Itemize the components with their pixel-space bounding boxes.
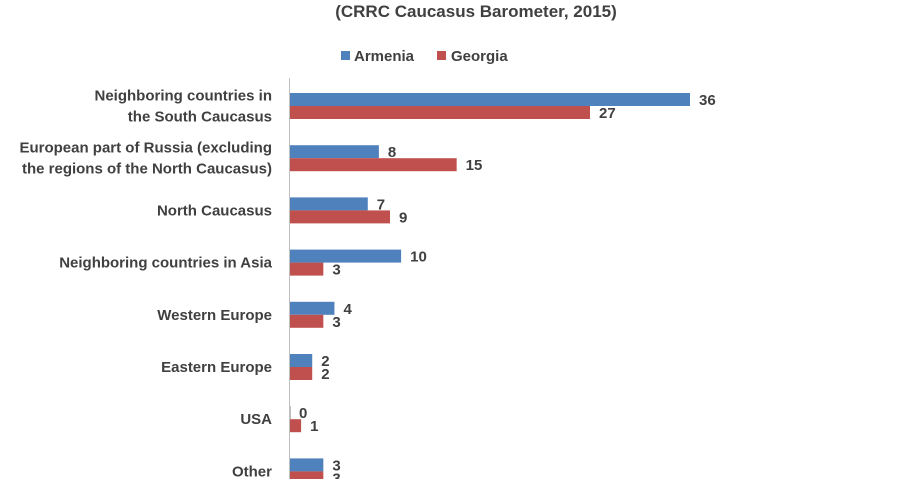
bar-georgia-2 bbox=[290, 210, 390, 224]
chart-title: (CRRC Caucasus Barometer, 2015) bbox=[335, 2, 617, 21]
category-label-western-europe: Western Europe bbox=[157, 307, 272, 324]
data-label-georgia-6: 1 bbox=[310, 418, 318, 435]
data-label-armenia-5: 2 bbox=[321, 353, 329, 370]
bar-georgia-5 bbox=[290, 367, 313, 380]
bar-georgia-7 bbox=[290, 471, 324, 479]
bar-georgia-0 bbox=[290, 106, 590, 119]
data-label-armenia-1: 8 bbox=[388, 144, 396, 161]
data-label-armenia-0: 36 bbox=[699, 92, 716, 109]
bar-georgia-1 bbox=[290, 158, 457, 172]
data-label-georgia-2: 9 bbox=[399, 209, 407, 226]
bar-armenia-0 bbox=[290, 93, 690, 106]
bars bbox=[290, 93, 690, 479]
data-label-georgia-0: 27 bbox=[599, 105, 616, 122]
data-label-georgia-5: 2 bbox=[321, 366, 329, 383]
data-label-georgia-1: 15 bbox=[466, 157, 483, 174]
data-label-armenia-4: 4 bbox=[343, 301, 352, 318]
bar-georgia-4 bbox=[290, 314, 324, 328]
data-label-armenia-3: 10 bbox=[410, 249, 427, 266]
category-label-neighboring-countries-in-asia: Neighboring countries in Asia bbox=[59, 255, 272, 272]
bar-armenia-7 bbox=[290, 458, 324, 472]
legend: Armenia Georgia bbox=[341, 48, 508, 65]
data-label-georgia-4: 3 bbox=[332, 314, 340, 331]
category-label-usa: USA bbox=[240, 411, 272, 428]
bar-georgia-6 bbox=[290, 419, 302, 433]
bar-armenia-3 bbox=[290, 249, 402, 263]
data-label-georgia-7: 3 bbox=[332, 470, 340, 479]
data-label-armenia-6: 0 bbox=[299, 405, 307, 422]
legend-swatch-armenia bbox=[341, 51, 350, 60]
data-label-georgia-3: 3 bbox=[332, 262, 340, 279]
bar-armenia-2 bbox=[290, 197, 368, 211]
category-label-european-part-of-russia-excluding-the-regions-of-the-north-caucasus: European part of Russia (excluding the re… bbox=[19, 140, 272, 178]
category-label-north-caucasus: North Caucasus bbox=[157, 202, 272, 219]
data-label-armenia-2: 7 bbox=[377, 196, 385, 213]
category-label-eastern-europe: Eastern Europe bbox=[161, 359, 272, 376]
data-label-armenia-7: 3 bbox=[332, 457, 340, 474]
category-label-neighboring-countries-in-the-south-caucasus: Neighboring countries in the South Caucas… bbox=[94, 88, 272, 126]
legend-label-georgia: Georgia bbox=[451, 48, 508, 65]
bar-armenia-1 bbox=[290, 145, 379, 159]
legend-swatch-georgia bbox=[437, 51, 446, 60]
bar-georgia-3 bbox=[290, 262, 324, 276]
bar-armenia-5 bbox=[290, 354, 313, 367]
category-label-other: Other bbox=[232, 463, 272, 479]
bar-armenia-6 bbox=[290, 406, 291, 420]
legend-label-armenia: Armenia bbox=[354, 48, 415, 65]
bar-armenia-4 bbox=[290, 301, 335, 315]
category-labels: Neighboring countries in the South Caucas… bbox=[19, 88, 272, 479]
